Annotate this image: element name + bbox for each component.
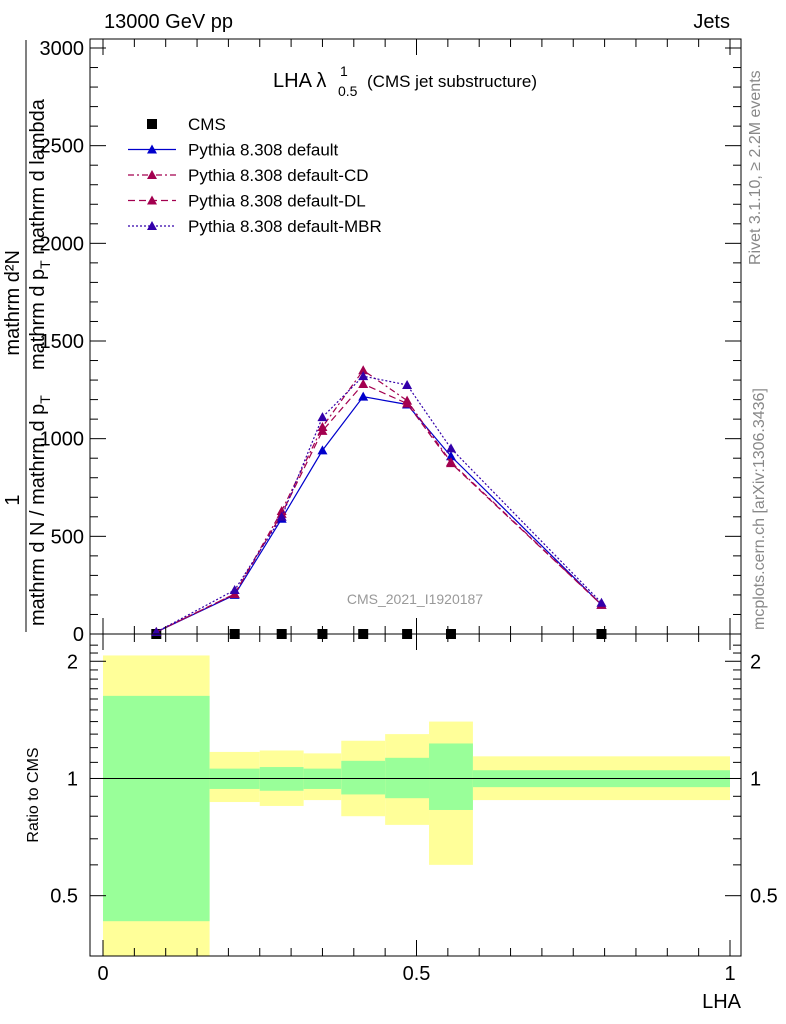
y-label-factor-den: mathrm d N / mathrm d pT (27, 395, 53, 626)
rivet-label: Rivet 3.1.10, ≥ 2.2M events (747, 70, 764, 265)
data-point-triangle (445, 458, 456, 468)
legend: CMS Pythia 8.308 default Pythia 8.308 defa… (128, 115, 382, 236)
mcplots-label: mcplots.cern.ch [arXiv:1306.3436] (751, 388, 768, 630)
data-point-triangle (402, 398, 413, 408)
x-axis-label: LHA (702, 991, 742, 1013)
ratio-stat-band (429, 743, 473, 810)
svg-text:LHA λ: LHA λ (273, 70, 326, 92)
ratio-stat-band (103, 695, 210, 922)
legend-marker-triangle (147, 221, 157, 230)
data-point-triangle (358, 378, 369, 388)
x-tick-label: 1 (724, 963, 735, 985)
ratio-y-tick-label: 2 (67, 651, 78, 673)
data-point-triangle (445, 443, 456, 453)
y-tick-label: 0 (73, 624, 84, 646)
legend-label: Pythia 8.308 default (188, 141, 339, 160)
data-point-triangle (358, 391, 369, 401)
main-y-label: 1 mathrm d N / mathrm d pT mathrm d²N ma… (2, 40, 53, 632)
legend-marker-triangle (147, 170, 157, 179)
title-superscript: 1 (340, 63, 348, 79)
ratio-frame (89, 633, 742, 957)
y-tick-label: 1500 (40, 331, 85, 353)
title-main: LHA λ (273, 70, 326, 92)
legend-marker-triangle (147, 144, 157, 154)
data-point-triangle (596, 597, 607, 607)
ratio-y-tick-label: 1 (67, 768, 78, 790)
data-point-triangle (317, 412, 328, 422)
ratio-y-tick-label-right: 2 (750, 651, 761, 673)
ratio-y-tick-label-right: 0.5 (750, 886, 778, 908)
watermark: CMS_2021_I1920187 (347, 591, 483, 607)
series-line (156, 383, 602, 633)
y-tick-label: 2500 (40, 136, 85, 158)
x-tick-label: 0.5 (403, 963, 431, 985)
header-left: 13000 GeV pp (104, 11, 233, 33)
data-point-triangle (402, 379, 413, 389)
ratio-bands (103, 655, 730, 956)
y-tick-label: 3000 (40, 38, 85, 60)
legend-marker-square (147, 119, 157, 129)
series-line (156, 396, 602, 633)
y-tick-label: 2000 (40, 233, 85, 255)
title-subscript: 0.5 (338, 83, 358, 99)
ratio-y-tick-label-right: 1 (750, 768, 761, 790)
y-tick-label: 1000 (40, 429, 85, 451)
header-right: Jets (693, 11, 730, 33)
y-label-factor-num: 1 (2, 494, 24, 505)
title-suffix: (CMS jet substructure) (367, 72, 537, 91)
data-point-triangle (358, 371, 369, 381)
ratio-y-label: Ratio to CMS (25, 747, 42, 842)
legend-label: Pythia 8.308 default-CD (188, 166, 369, 185)
y-label-numerator: mathrm d²N (2, 250, 24, 356)
legend-label: Pythia 8.308 default-MBR (188, 217, 382, 236)
legend-marker-triangle (147, 195, 157, 205)
plot-title: LHA λ 1 0.5 (CMS jet substructure) (273, 63, 537, 99)
legend-label: CMS (188, 115, 226, 134)
data-point-triangle (317, 425, 328, 435)
data-point-triangle (317, 445, 328, 455)
axis-ticks: 0 500 1000 1500 2000 2500 3000 0 0.5 1 0.5 0.5 1 1 2 2 (40, 38, 778, 985)
y-tick-label: 500 (51, 526, 84, 548)
ratio-y-tick-label: 0.5 (50, 886, 78, 908)
y-label-denominator: mathrm d pT mathrm d lambda (27, 98, 53, 370)
data-point-triangle (358, 365, 369, 375)
data-point-triangle (276, 511, 287, 521)
x-tick-label: 0 (97, 963, 108, 985)
data-point-triangle (229, 585, 240, 595)
series-line (156, 375, 602, 633)
data-point-triangle (445, 451, 456, 461)
ratio-stat-band (341, 760, 386, 795)
legend-label: Pythia 8.308 default-DL (188, 192, 366, 211)
